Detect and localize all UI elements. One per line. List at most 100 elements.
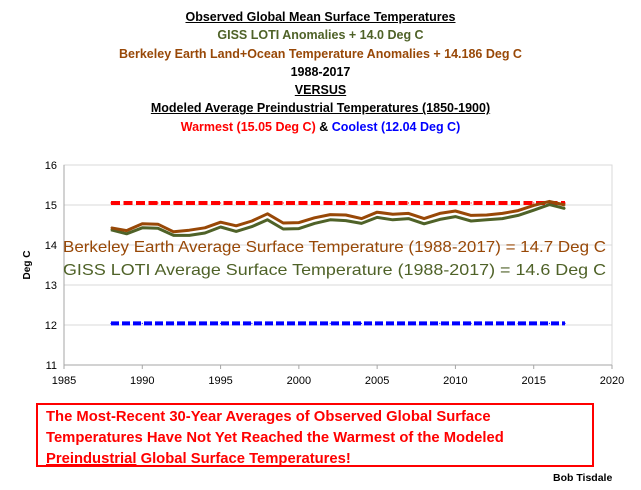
data-point-berkeley	[266, 213, 269, 215]
data-point-giss	[470, 220, 472, 222]
data-point-berkeley	[157, 223, 159, 225]
data-point-berkeley	[470, 214, 472, 216]
data-point-giss	[141, 227, 143, 229]
data-point-giss	[376, 216, 378, 218]
callout-line-3: Preindustrial Global Surface Temperature…	[46, 449, 584, 470]
data-point-berkeley	[126, 230, 128, 232]
data-point-giss	[501, 218, 503, 220]
x-tick-label: 2010	[443, 375, 467, 387]
data-point-berkeley	[173, 231, 175, 233]
data-point-giss	[548, 204, 551, 206]
subtitle-period: 1988-2017	[290, 64, 351, 79]
data-point-coolest	[266, 322, 269, 324]
data-point-coolest	[251, 322, 253, 324]
data-point-coolest	[517, 322, 519, 324]
data-point-giss	[454, 216, 456, 218]
data-point-berkeley	[235, 225, 237, 227]
y-tick-label: 13	[45, 280, 57, 292]
data-point-berkeley	[220, 221, 222, 223]
data-point-coolest	[235, 322, 237, 324]
x-tick-label: 1990	[130, 375, 154, 387]
callout-line-3-rest: Global Surface Temperatures!	[136, 451, 351, 467]
data-point-warmest	[501, 202, 503, 204]
data-point-berkeley	[345, 214, 347, 216]
data-point-giss	[110, 229, 112, 231]
data-point-giss	[423, 223, 425, 225]
subtitle-versus: VERSUS	[294, 83, 347, 98]
x-tick-label: 1985	[52, 375, 76, 387]
data-point-warmest	[298, 202, 300, 204]
data-point-berkeley	[251, 220, 253, 222]
data-point-warmest	[423, 202, 425, 204]
data-point-giss	[235, 230, 237, 232]
data-point-coolest	[282, 322, 284, 324]
x-tick-label: 2000	[287, 375, 311, 387]
data-point-warmest	[392, 202, 394, 204]
data-point-warmest	[126, 202, 128, 204]
data-point-warmest	[110, 202, 112, 204]
data-point-giss	[564, 208, 566, 210]
data-point-warmest	[157, 202, 159, 204]
data-point-warmest	[533, 202, 535, 204]
data-point-berkeley	[392, 213, 394, 215]
data-point-giss	[313, 222, 316, 224]
data-point-warmest	[204, 202, 206, 204]
data-point-warmest	[486, 202, 488, 204]
data-point-berkeley	[548, 200, 551, 202]
data-point-warmest	[376, 202, 378, 204]
plot-area	[63, 164, 613, 366]
chart-title: Observed Global Mean Surface Temperature…	[185, 10, 456, 24]
y-tick-label: 11	[46, 360, 57, 372]
data-point-coolest	[423, 322, 425, 324]
data-point-coolest	[564, 322, 566, 324]
data-point-coolest	[439, 322, 441, 324]
data-point-coolest	[407, 322, 410, 324]
data-point-berkeley	[486, 214, 488, 216]
data-point-coolest	[533, 322, 535, 324]
data-point-coolest	[298, 322, 300, 324]
data-point-giss	[407, 218, 410, 220]
data-point-warmest	[266, 202, 269, 204]
data-point-warmest	[454, 202, 456, 204]
data-point-warmest	[360, 202, 363, 204]
data-point-coolest	[141, 322, 143, 324]
line-chart: 11 12 13 14 15 16 1985 1990 1995 2000 2005 2010 2015…	[22, 160, 624, 387]
data-point-coolest	[157, 322, 159, 324]
data-point-coolest	[376, 322, 378, 324]
coolest-label: Coolest (12.04 Deg C)	[331, 119, 461, 134]
data-point-warmest	[345, 202, 347, 204]
subtitle-range: Warmest (15.05 Deg C) & Coolest (12.04 D…	[0, 118, 641, 136]
data-point-warmest	[282, 202, 284, 204]
data-point-berkeley	[533, 204, 535, 206]
author-signature: Bob Tisdale	[553, 472, 613, 484]
data-point-giss	[204, 232, 206, 234]
data-point-berkeley	[188, 229, 190, 231]
data-point-berkeley	[423, 218, 425, 220]
data-point-coolest	[188, 322, 190, 324]
series-line-berkeley	[110, 199, 566, 234]
y-axis-title: Deg C	[22, 251, 33, 280]
data-point-giss	[517, 214, 519, 216]
data-point-coolest	[329, 322, 331, 324]
data-point-giss	[282, 228, 284, 230]
data-point-warmest	[329, 202, 331, 204]
data-point-warmest	[251, 202, 253, 204]
data-point-coolest	[501, 322, 503, 324]
data-point-giss	[486, 219, 488, 221]
data-point-warmest	[407, 202, 410, 204]
data-point-giss	[345, 220, 347, 222]
data-point-coolest	[486, 322, 488, 324]
data-point-giss	[329, 219, 331, 221]
data-point-berkeley	[564, 204, 566, 206]
data-point-giss	[298, 228, 300, 230]
data-point-giss	[266, 219, 269, 221]
subtitle-giss: GISS LOTI Anomalies + 14.0 Deg C	[217, 28, 424, 43]
chart-titles: Observed Global Mean Surface Temperature…	[0, 8, 641, 136]
x-tick-label: 1995	[208, 375, 232, 387]
data-point-coolest	[454, 322, 456, 324]
conclusion-callout: The Most-Recent 30-Year Averages of Obse…	[36, 403, 594, 467]
subtitle-modeled: Modeled Average Preindustrial Temperatur…	[150, 101, 491, 116]
data-point-coolest	[173, 322, 175, 324]
callout-preindustrial: Preindustrial	[46, 451, 137, 467]
data-point-warmest	[220, 202, 222, 204]
